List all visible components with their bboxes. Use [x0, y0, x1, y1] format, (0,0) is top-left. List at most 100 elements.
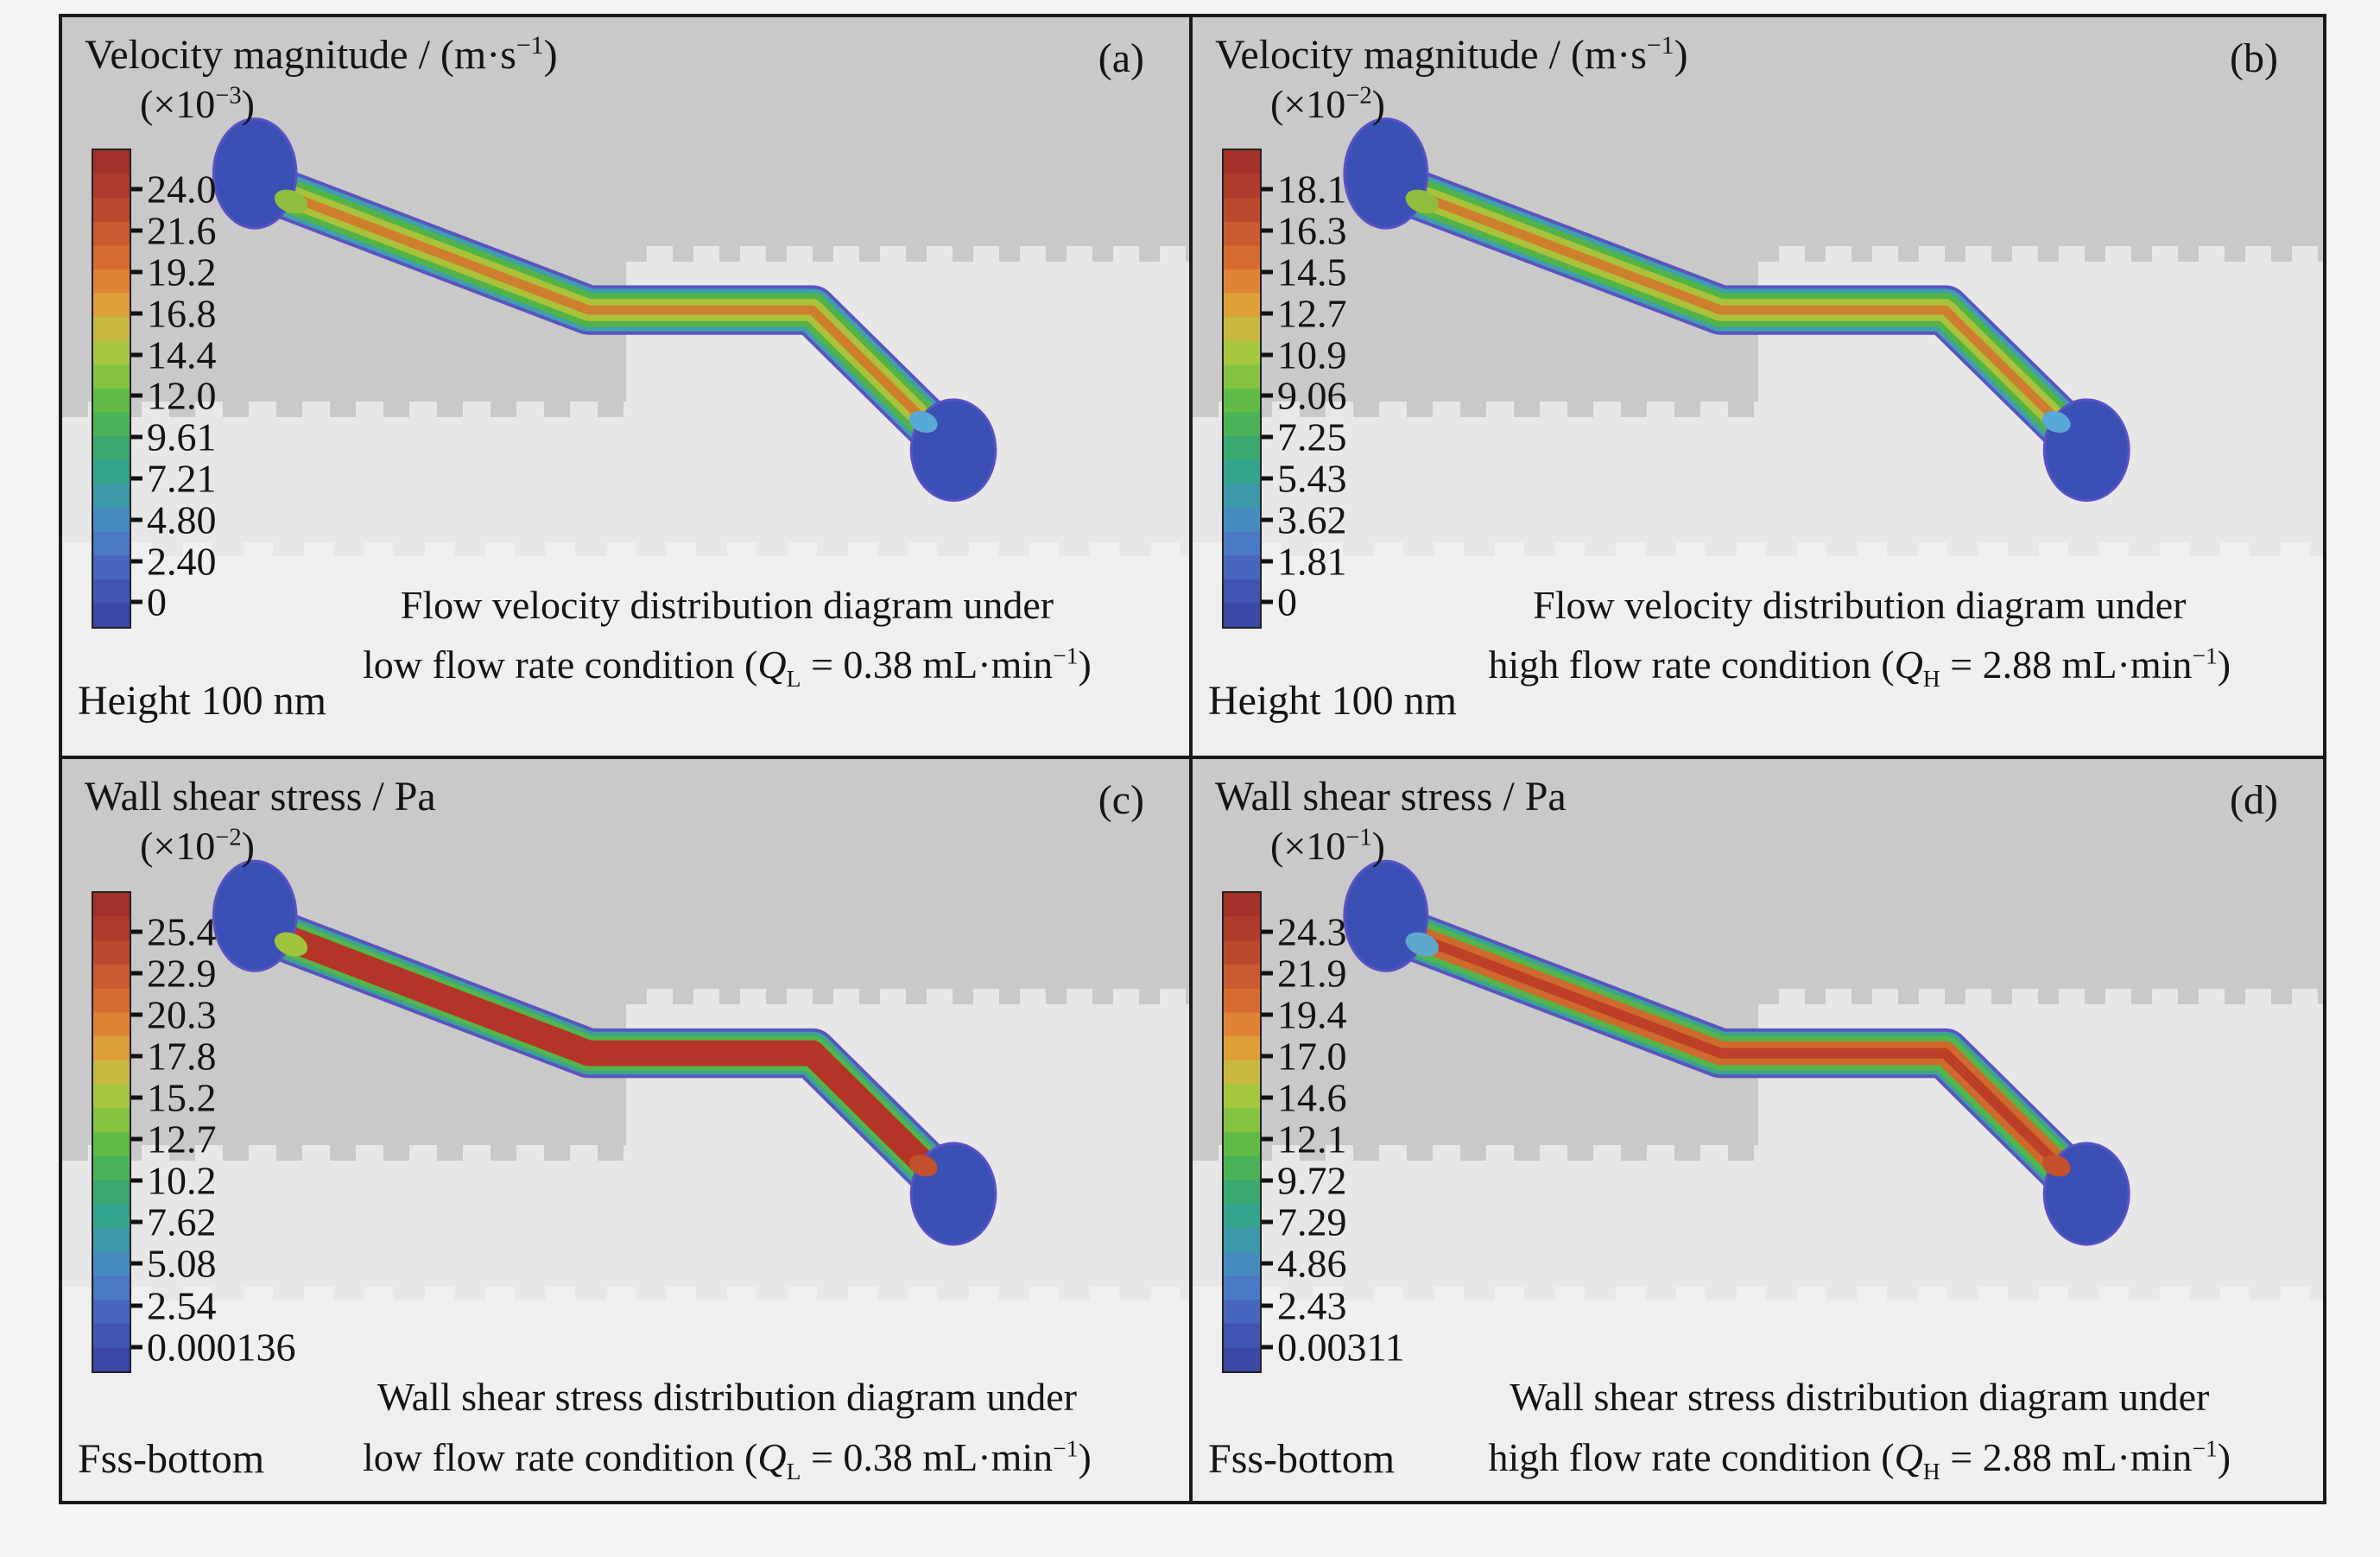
colorbar-tick-label: 12.7 — [147, 1117, 217, 1161]
colorbar-tick-mark — [1262, 1261, 1273, 1266]
multiplier-text: (×10 — [140, 823, 216, 868]
multiplier-text: ) — [241, 823, 255, 868]
flow-rate-subscript: L — [786, 1458, 801, 1485]
colorbar-tick-mark — [1262, 1303, 1273, 1307]
colorbar-tick-mark — [1262, 187, 1273, 192]
background-dither-edge — [625, 989, 1189, 1005]
colorbar-tick-mark — [131, 311, 142, 316]
flow-rate-subscript: H — [1922, 1458, 1940, 1485]
colorbar-tick-mark — [1262, 228, 1273, 233]
background-dither-edge — [1193, 401, 1758, 417]
background-dither-edge — [62, 1144, 626, 1161]
title-text: Wall shear stress / Pa — [1215, 774, 1567, 820]
colorbar-tick-mark — [1262, 1136, 1273, 1142]
colorbar-tick-mark — [131, 476, 142, 481]
corner-annotation: Fss-bottom — [78, 1436, 265, 1483]
colorbar-tick-mark — [1262, 1219, 1273, 1225]
colorbar-field-title: Velocity magnitude / (m·s−1) — [85, 31, 558, 79]
colorbar-ticks: 24.0 21.6 19.2 16.8 14.4 12.0 9.61 7.21 4.80 2.40… — [92, 149, 217, 629]
colorbar-tick-mark — [1262, 1012, 1273, 1017]
corner-annotation: Height 100 nm — [78, 678, 326, 725]
background-dither-edge — [1193, 1144, 1758, 1161]
colorbar-tick-label: 12.7 — [1277, 291, 1347, 336]
colorbar-tick-label: 14.4 — [147, 332, 217, 377]
colorbar-tick-mark — [131, 1012, 142, 1017]
multiplier-text: (×10 — [140, 81, 216, 126]
colorbar-tick-label: 0.000136 — [147, 1325, 296, 1370]
inlet-reservoir — [212, 859, 298, 972]
colorbar-tick-label: 4.86 — [1277, 1241, 1347, 1286]
channel-junction-patch — [2041, 410, 2071, 434]
colorbar-tick-mark — [1262, 929, 1273, 934]
title-text: Velocity magnitude / (m·s — [85, 32, 516, 78]
colorbar-ticks: 18.1 16.3 14.5 12.7 10.9 9.06 7.25 5.43 3.62 1.81… — [1222, 149, 1347, 629]
colorbar-tick-mark — [1262, 1178, 1273, 1183]
colorbar-tick-mark — [131, 1219, 142, 1225]
caption-line-1: Flow velocity distribution diagram under — [400, 582, 1054, 627]
colorbar-tick-mark — [1262, 1345, 1273, 1350]
flow-rate-subscript: H — [1922, 665, 1940, 693]
colorbar-tick-label: 14.6 — [1277, 1075, 1347, 1120]
colorbar-tick-mark — [131, 269, 142, 275]
colorbar-tick-mark — [1262, 476, 1273, 481]
colorbar-tick-mark — [131, 228, 142, 233]
panel-d: Wall shear stress / Pa (d) (×10−1) 24.3 2… — [1193, 759, 2323, 1501]
colorbar-tick-label: 7.29 — [1277, 1199, 1347, 1244]
colorbar-tick-mark — [131, 517, 142, 522]
panel-caption: Flow velocity distribution diagram under… — [299, 575, 1155, 698]
colorbar-tick-mark — [1262, 352, 1273, 358]
background-dither-edge — [1757, 989, 2323, 1005]
flow-rate-symbol: Q — [757, 642, 787, 687]
colorbar-ticks: 24.3 21.9 19.4 17.0 14.6 12.1 9.72 7.29 4.86 2.43… — [1222, 891, 1405, 1373]
channel-junction-patch — [1405, 932, 1440, 957]
panel-caption: Wall shear stress distribution diagram u… — [1430, 1367, 2289, 1490]
colorbar-tick-label: 7.62 — [147, 1199, 217, 1244]
channel-contour-layer — [1406, 929, 2086, 1192]
background-dither-edge — [62, 542, 1189, 557]
colorbar: 25.4 22.9 20.3 17.8 15.2 12.7 10.2 7.62 5.08 2.54… — [92, 890, 296, 1374]
colorbar-tick-label: 9.72 — [1277, 1158, 1347, 1203]
caption-line-1: Wall shear stress distribution diagram u… — [377, 1375, 1077, 1420]
colorbar-tick-mark — [131, 929, 142, 934]
background-dither-edge — [62, 401, 626, 417]
colorbar-tick-label: 5.08 — [147, 1241, 217, 1286]
multiplier-text: ) — [1371, 81, 1385, 126]
multiplier-text: (×10 — [1270, 81, 1346, 126]
microchannel-contour-plot — [212, 859, 997, 1246]
colorbar-tick-mark — [1262, 559, 1273, 564]
colorbar-gradient — [92, 149, 131, 629]
inlet-reservoir — [1343, 117, 1429, 230]
colorbar-tick-label: 1.81 — [1277, 539, 1347, 584]
colorbar-tick-label: 24.0 — [147, 167, 217, 212]
multiplier-exponent: −3 — [215, 82, 242, 110]
colorbar-field-title: Wall shear stress / Pa — [85, 773, 436, 820]
multiplier-text: (×10 — [1270, 823, 1346, 868]
colorbar-tick-label: 2.43 — [1277, 1283, 1347, 1327]
colorbar: 24.0 21.6 19.2 16.8 14.4 12.0 9.61 7.21 4.80 2.40… — [92, 149, 217, 629]
colorbar-tick-mark — [131, 1095, 142, 1100]
colorbar-multiplier: (×10−2) — [140, 823, 255, 869]
channel-contour-layer — [272, 921, 958, 1198]
colorbar-tick-label: 14.5 — [1277, 250, 1347, 294]
title-superscript: −1 — [1646, 31, 1674, 60]
background-light-band — [62, 556, 1189, 756]
colorbar-tick-mark — [131, 1054, 142, 1059]
channel-contour-layer — [1406, 187, 2086, 448]
colorbar-gradient — [92, 890, 131, 1374]
colorbar-multiplier: (×10−1) — [1270, 823, 1385, 869]
title-text: ) — [543, 32, 558, 78]
multiplier-exponent: −2 — [1345, 82, 1372, 110]
colorbar-tick-label: 12.1 — [1277, 1117, 1347, 1161]
colorbar-tick-mark — [1262, 434, 1273, 440]
colorbar-tick-label: 18.1 — [1277, 167, 1347, 212]
multiplier-exponent: −2 — [215, 824, 242, 851]
colorbar-tick-mark — [1262, 393, 1273, 398]
background-light-band — [1193, 556, 2323, 756]
flow-rate-symbol: Q — [1894, 1435, 1923, 1480]
colorbar-tick-label: 24.3 — [1277, 909, 1347, 954]
title-text: Velocity magnitude / (m·s — [1215, 32, 1647, 78]
colorbar-tick-label: 15.2 — [147, 1075, 217, 1120]
caption-line-2: low flow rate condition (QL = 0.38 mL·mi… — [363, 1434, 1092, 1485]
panel-c: Wall shear stress / Pa (c) (×10−2) 25.4 2… — [62, 759, 1193, 1501]
colorbar-tick-label: 3.62 — [1277, 497, 1347, 542]
